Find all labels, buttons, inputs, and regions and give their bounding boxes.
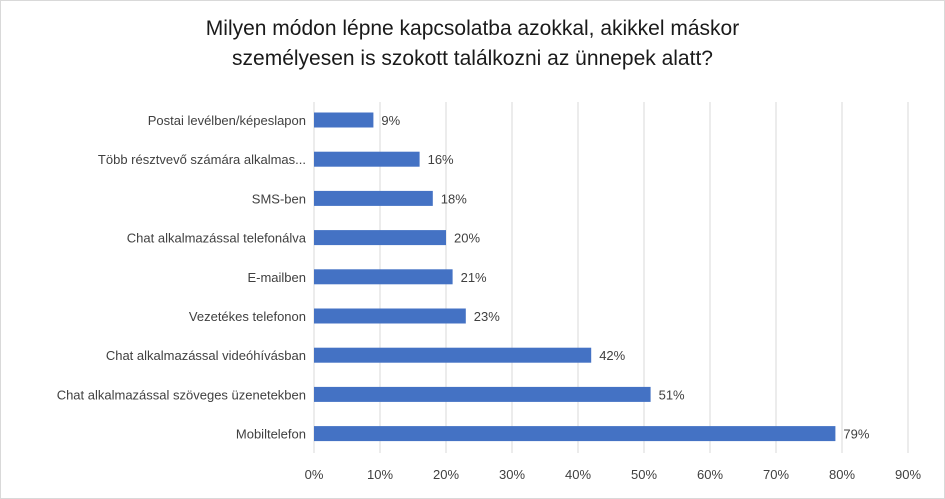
bar xyxy=(314,347,592,363)
category-label: E-mailben xyxy=(247,270,306,285)
data-labels: 9% 16% 18% 20% 21% 23% 42% 51% 79% xyxy=(381,113,869,442)
x-tick-label: 0% xyxy=(305,467,324,482)
data-label: 51% xyxy=(659,387,685,402)
x-tick-label: 60% xyxy=(697,467,723,482)
bar xyxy=(314,112,374,128)
x-tick-label: 30% xyxy=(499,467,525,482)
bar xyxy=(314,308,466,324)
data-label: 16% xyxy=(428,152,454,167)
x-tick-label: 50% xyxy=(631,467,657,482)
category-label: SMS-ben xyxy=(252,191,306,206)
x-tick-label: 40% xyxy=(565,467,591,482)
data-label: 20% xyxy=(454,231,480,246)
category-label: Postai levélben/képeslapon xyxy=(148,113,306,128)
data-label: 42% xyxy=(599,348,625,363)
x-tick-label: 70% xyxy=(763,467,789,482)
category-label: Chat alkalmazással telefonálva xyxy=(127,231,307,246)
bar xyxy=(314,426,836,442)
category-label: Vezetékes telefonon xyxy=(189,309,306,324)
x-tick-label: 10% xyxy=(367,467,393,482)
bar xyxy=(314,386,651,402)
category-labels: Postai levélben/képeslapon Több résztvevő… xyxy=(57,113,307,442)
data-label: 9% xyxy=(381,113,400,128)
bar xyxy=(314,151,420,167)
x-axis-ticks: 0% 10% 20% 30% 40% 50% 60% 70% 80% 90% xyxy=(305,467,922,482)
chart-title: Milyen módon lépne kapcsolatba azokkal, … xyxy=(0,14,945,74)
category-label: Mobiltelefon xyxy=(236,427,306,442)
x-tick-label: 20% xyxy=(433,467,459,482)
bar xyxy=(314,190,433,206)
chart-title-line-2: személyesen is szokott találkozni az ünn… xyxy=(232,47,713,70)
category-label: Chat alkalmazással szöveges üzenetekben xyxy=(57,387,306,402)
bar xyxy=(314,230,446,246)
category-label: Több résztvevő számára alkalmas... xyxy=(98,152,306,167)
data-label: 23% xyxy=(474,309,500,324)
bar xyxy=(314,269,453,285)
chart-title-line-1: Milyen módon lépne kapcsolatba azokkal, … xyxy=(205,17,740,40)
x-tick-label: 80% xyxy=(829,467,855,482)
category-label: Chat alkalmazással videóhívásban xyxy=(106,348,306,363)
x-tick-label: 90% xyxy=(895,467,921,482)
data-label: 79% xyxy=(843,427,869,442)
data-label: 18% xyxy=(441,191,467,206)
data-label: 21% xyxy=(461,270,487,285)
bars xyxy=(314,112,836,442)
